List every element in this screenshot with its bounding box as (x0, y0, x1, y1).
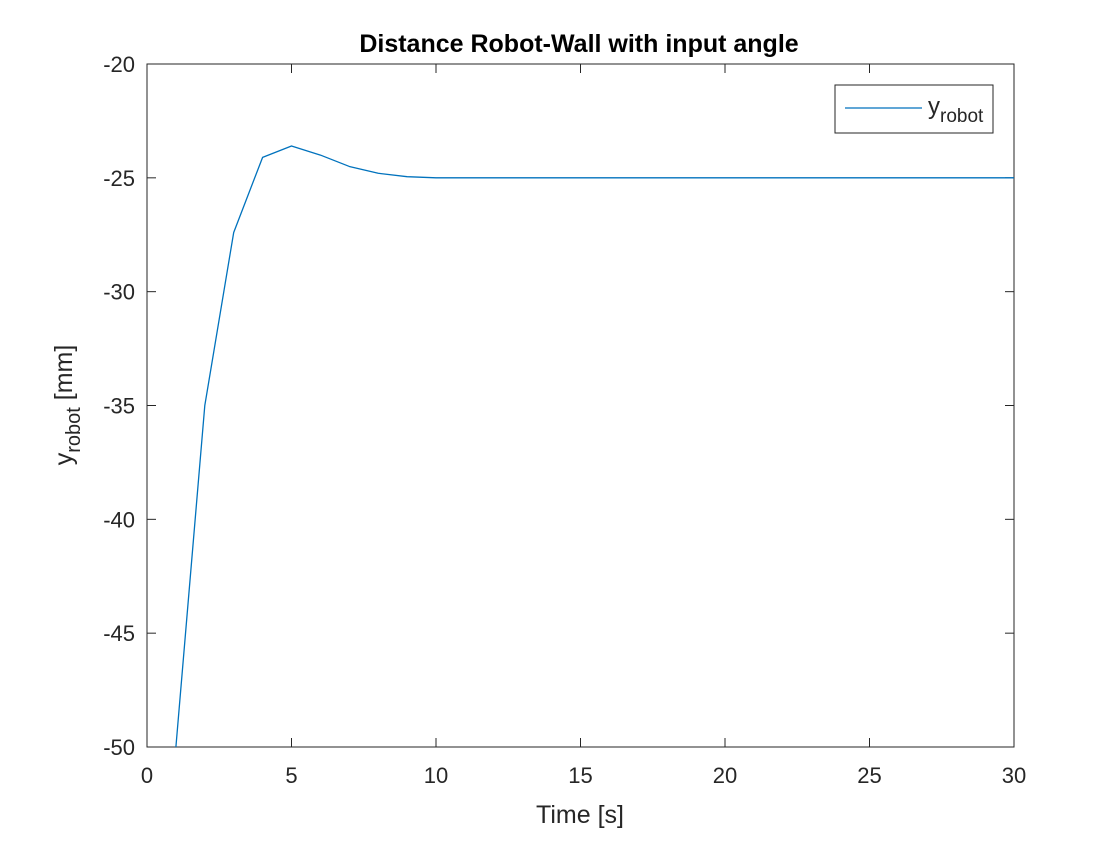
x-tick-label: 15 (568, 763, 592, 788)
y-axis: -50 -45 -40 -35 -30 -25 -20 (103, 52, 1014, 760)
y-axis-label-suffix: [mm] (50, 345, 78, 408)
plot-area (146, 63, 1015, 748)
y-tick-label: -35 (103, 394, 135, 419)
x-tick-label: 10 (424, 763, 448, 788)
y-tick-label: -25 (103, 166, 135, 191)
legend-label-subscript: robot (940, 106, 984, 127)
x-tick-label: 20 (713, 763, 737, 788)
x-tick-label: 25 (857, 763, 881, 788)
y-axis-label-subscript: robot (63, 407, 85, 453)
legend: yrobot (834, 84, 994, 134)
legend-label-main: y (928, 93, 940, 120)
y-tick-label: -40 (103, 507, 135, 532)
series-line-y-robot (175, 145, 1014, 748)
legend-label: yrobot (928, 93, 984, 127)
y-tick-label: -30 (103, 280, 135, 305)
y-axis-label: yrobot [mm] (50, 345, 85, 466)
chart-title: Distance Robot-Wall with input angle (359, 30, 798, 58)
y-tick-label: -20 (103, 52, 135, 77)
y-axis-label-main: y (50, 452, 78, 465)
x-axis-label: Time [s] (536, 801, 624, 829)
axes-frame (146, 63, 1015, 748)
x-axis: 0 5 10 15 20 25 30 (141, 64, 1026, 788)
x-tick-label: 5 (285, 763, 297, 788)
series-group (175, 145, 1014, 748)
x-tick-label: 0 (141, 763, 153, 788)
y-tick-label: -50 (103, 735, 135, 760)
x-tick-label: 30 (1002, 763, 1026, 788)
legend-box (834, 84, 994, 134)
y-tick-label: -45 (103, 621, 135, 646)
